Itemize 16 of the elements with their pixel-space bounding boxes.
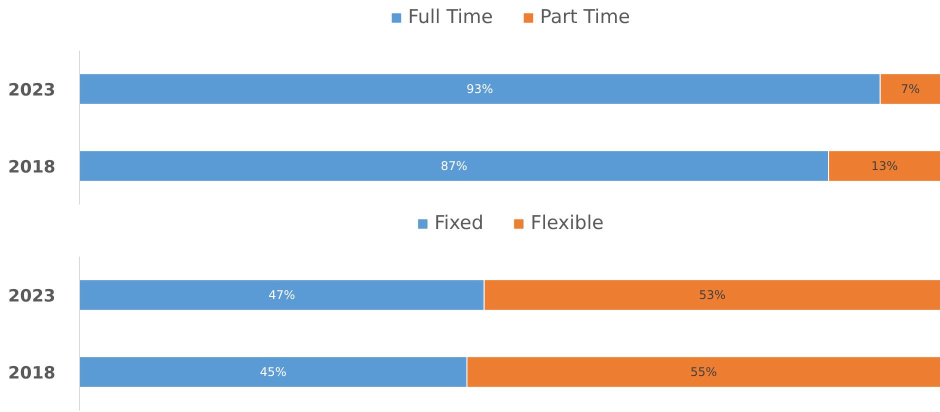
data-label: 55% <box>690 365 718 379</box>
legend-label: Part Time <box>540 6 630 28</box>
y-tick-label: 2018 <box>8 364 56 384</box>
y-tick-label: 2018 <box>8 158 56 178</box>
data-label: 87% <box>440 159 468 173</box>
legend-label: Full Time <box>408 6 493 28</box>
y-tick-label: 2023 <box>8 286 56 306</box>
data-label: 7% <box>900 82 920 96</box>
y-tick-label: 2023 <box>8 80 56 100</box>
data-label: 47% <box>268 288 296 302</box>
data-label: 45% <box>260 365 287 379</box>
legend-label: Fixed <box>434 212 484 234</box>
data-label: 53% <box>699 288 726 302</box>
legend-label: Flexible <box>530 212 604 234</box>
data-label: 93% <box>466 82 494 96</box>
data-label: 13% <box>871 159 898 173</box>
